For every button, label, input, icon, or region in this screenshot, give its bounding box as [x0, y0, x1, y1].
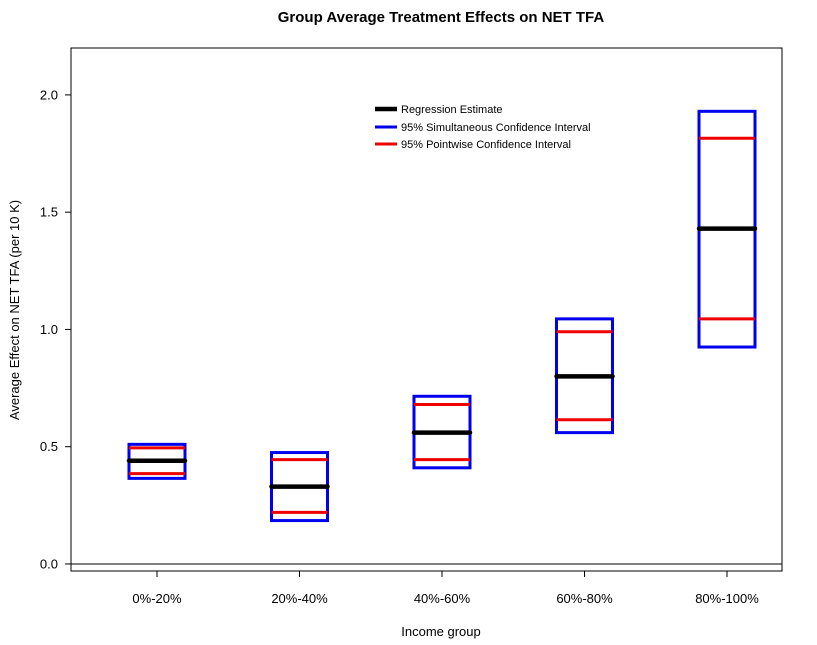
legend-label-regression-estimate: Regression Estimate	[401, 104, 503, 116]
legend-label-pointwise-ci: 95% Pointwise Confidence Interval	[401, 139, 571, 151]
y-axis-label: Average Effect on NET TFA (per 10 K)	[7, 200, 22, 420]
y-tick-label: 0.0	[40, 556, 58, 571]
y-tick-label: 2.0	[40, 87, 58, 102]
x-axis-label: Income group	[401, 624, 481, 639]
legend-label-simultaneous-ci: 95% Simultaneous Confidence Interval	[401, 122, 591, 134]
y-tick-label: 1.5	[40, 205, 58, 220]
chart-title: Group Average Treatment Effects on NET T…	[278, 9, 605, 26]
plot-frame	[70, 47, 783, 572]
x-tick-label: 60%-80%	[556, 591, 613, 606]
y-tick-label: 0.5	[40, 439, 58, 454]
x-tick-label: 0%-20%	[132, 591, 182, 606]
x-tick-label: 80%-100%	[695, 591, 759, 606]
x-tick-label: 20%-40%	[271, 591, 328, 606]
x-tick-label: 40%-60%	[414, 591, 471, 606]
legend: Regression Estimate 95% Simultaneous Con…	[375, 104, 591, 151]
y-tick-label: 1.0	[40, 322, 58, 337]
